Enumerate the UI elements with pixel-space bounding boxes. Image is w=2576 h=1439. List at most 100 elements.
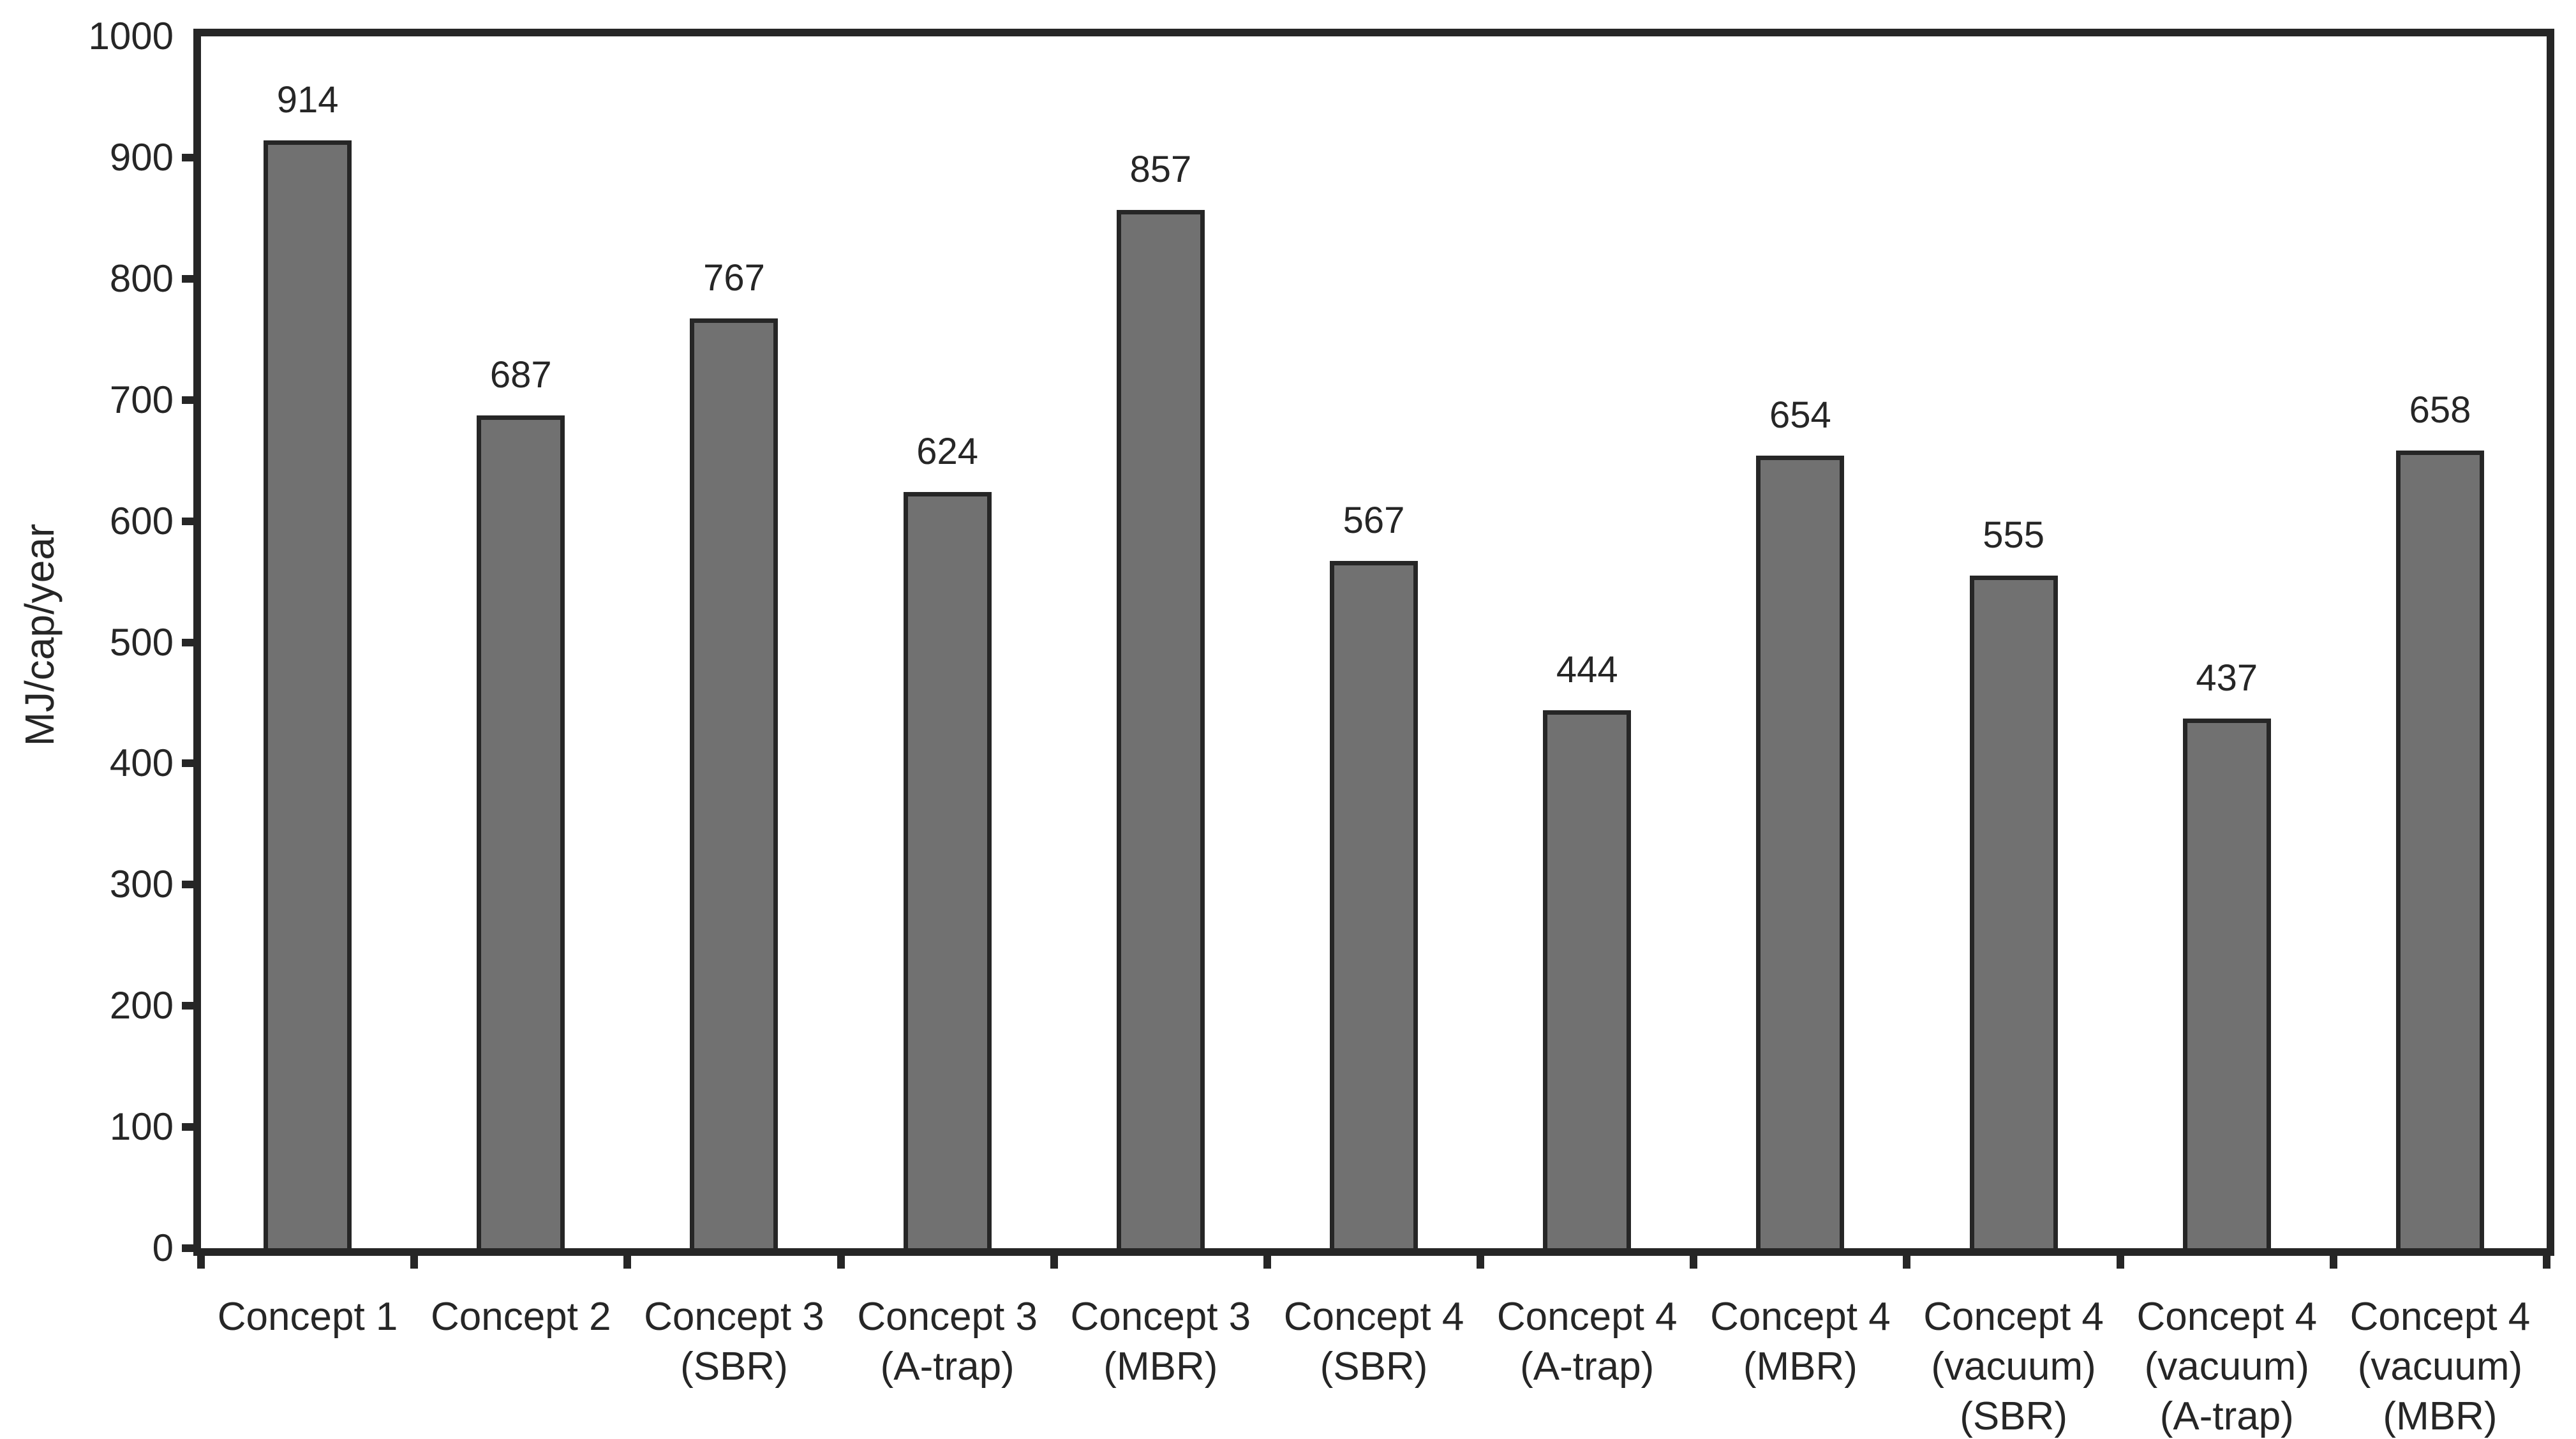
x-category-label-line: (MBR) [1743,1345,1858,1389]
bar-value-label: 437 [2196,657,2258,699]
bar-value-label: 555 [1983,514,2044,556]
x-tick-mark [1050,1256,1058,1269]
x-category-label-line: Concept 4 [1923,1295,2104,1339]
plot-area: 914 687 767 624 857 567 444 654 555 437 658 [193,29,2554,1256]
bar-slot: 914 [201,36,414,1248]
bar-value-label: 444 [1556,648,1618,690]
x-category-label: Concept 3 (MBR) [1054,1292,1267,1439]
y-tick-mark [182,881,195,889]
x-tick-mark [1903,1256,1911,1269]
x-tick-mark [2329,1256,2337,1269]
y-tick-label: 500 [109,620,174,664]
y-tick-label: 800 [109,257,174,300]
bar-slot: 857 [1054,36,1267,1248]
bar [477,415,565,1248]
y-tick-mark [182,638,195,646]
y-tick-label: 100 [109,1105,174,1149]
x-category-label-line: Concept 3 [857,1295,1038,1339]
x-category-label-line: Concept 4 [2136,1295,2318,1339]
bar-slot: 624 [841,36,1054,1248]
y-tick-label: 300 [109,863,174,906]
x-tick-mark [2543,1256,2550,1269]
bar [1543,710,1632,1248]
y-tick-mark [182,517,195,525]
bar [690,318,778,1248]
bar-slot: 767 [627,36,840,1248]
x-category-label-line: (A-trap) [1520,1345,1655,1389]
bar-slot: 658 [2334,36,2547,1248]
bar [1756,456,1845,1248]
y-tick-mark [182,759,195,768]
bar-value-label: 658 [2409,389,2471,431]
x-category-label-line: Concept 4 [2349,1295,2531,1339]
x-tick-mark [623,1256,632,1269]
bar-value-label: 767 [703,257,765,299]
x-category-label-line: Concept 4 [1283,1295,1464,1339]
x-category-label-line: (SBR) [1320,1345,1428,1389]
bar-value-label: 687 [489,354,552,396]
x-category-label-line: (vacuum) [2357,1345,2523,1389]
x-tick-mark [2116,1256,2124,1269]
x-tick-mark [1690,1256,1698,1269]
bar-value-label: 857 [1129,148,1192,190]
y-tick-mark [182,153,195,161]
y-tick-mark [182,1123,195,1131]
x-category-label-line: (MBR) [2383,1394,2498,1438]
x-tick-mark [1263,1256,1271,1269]
y-tick-label: 900 [109,135,174,179]
x-category-label-line: Concept 3 [1070,1295,1251,1339]
x-category-label-line: Concept 4 [1710,1295,1891,1339]
bar-slot: 437 [2120,36,2334,1248]
x-category-label-line: Concept 2 [430,1295,611,1339]
y-tick-mark [182,274,195,283]
x-category-label: Concept 1 [201,1292,414,1439]
bar [1330,561,1418,1248]
x-axis-category-labels: Concept 1 Concept 2 Concept 3 (SBR) Concept … [201,1292,2547,1439]
x-category-label-line: (A-trap) [880,1345,1015,1389]
y-tick-label: 1000 [88,15,174,57]
bar [264,140,352,1248]
bar [1116,209,1205,1248]
bar [2395,451,2484,1248]
x-tick-mark [1477,1256,1485,1269]
bar-slot: 654 [1694,36,1907,1248]
bar [2182,719,2271,1248]
y-tick-mark [182,396,195,404]
x-category-label: Concept 4 (SBR) [1267,1292,1480,1439]
x-category-label: Concept 3 (A-trap) [841,1292,1054,1439]
x-tick-mark [197,1256,205,1269]
bar-slot: 444 [1480,36,1694,1248]
x-category-label-line: (A-trap) [2159,1394,2294,1438]
x-category-label: Concept 2 [414,1292,627,1439]
bar-slot: 555 [1907,36,2120,1248]
bar-slot: 567 [1267,36,1480,1248]
bar-slot: 687 [414,36,627,1248]
x-tick-mark [837,1256,845,1269]
y-tick-label: 400 [109,742,174,785]
bars-container: 914 687 767 624 857 567 444 654 555 437 658 [201,36,2547,1248]
y-tick-label: 700 [109,378,174,421]
bar [903,492,992,1248]
x-category-label: Concept 4 (A-trap) [1480,1292,1694,1439]
x-category-label-line: (vacuum) [2144,1345,2309,1389]
bar-value-label: 914 [276,79,339,121]
x-category-label-line: Concept 1 [217,1295,398,1339]
y-tick-label: 200 [109,984,174,1027]
x-category-label-line: (SBR) [1960,1394,2067,1438]
x-category-label-line: (MBR) [1103,1345,1218,1389]
x-category-label-line: Concept 4 [1496,1295,1678,1339]
bar-value-label: 567 [1343,500,1405,542]
x-category-label-line: Concept 3 [644,1295,824,1339]
x-category-label: Concept 4 (MBR) [1694,1292,1907,1439]
x-category-label: Concept 3 (SBR) [627,1292,840,1439]
bar [1969,576,2058,1248]
y-tick-label: 600 [109,499,174,542]
x-category-label: Concept 4 (vacuum) (MBR) [2334,1292,2547,1439]
y-tick-mark [182,1002,195,1010]
bar-value-label: 654 [1769,394,1831,436]
x-category-label-line: (SBR) [680,1345,788,1389]
bar-value-label: 624 [916,431,979,473]
x-category-label: Concept 4 (vacuum) (A-trap) [2120,1292,2334,1439]
y-tick-mark [182,1244,195,1252]
